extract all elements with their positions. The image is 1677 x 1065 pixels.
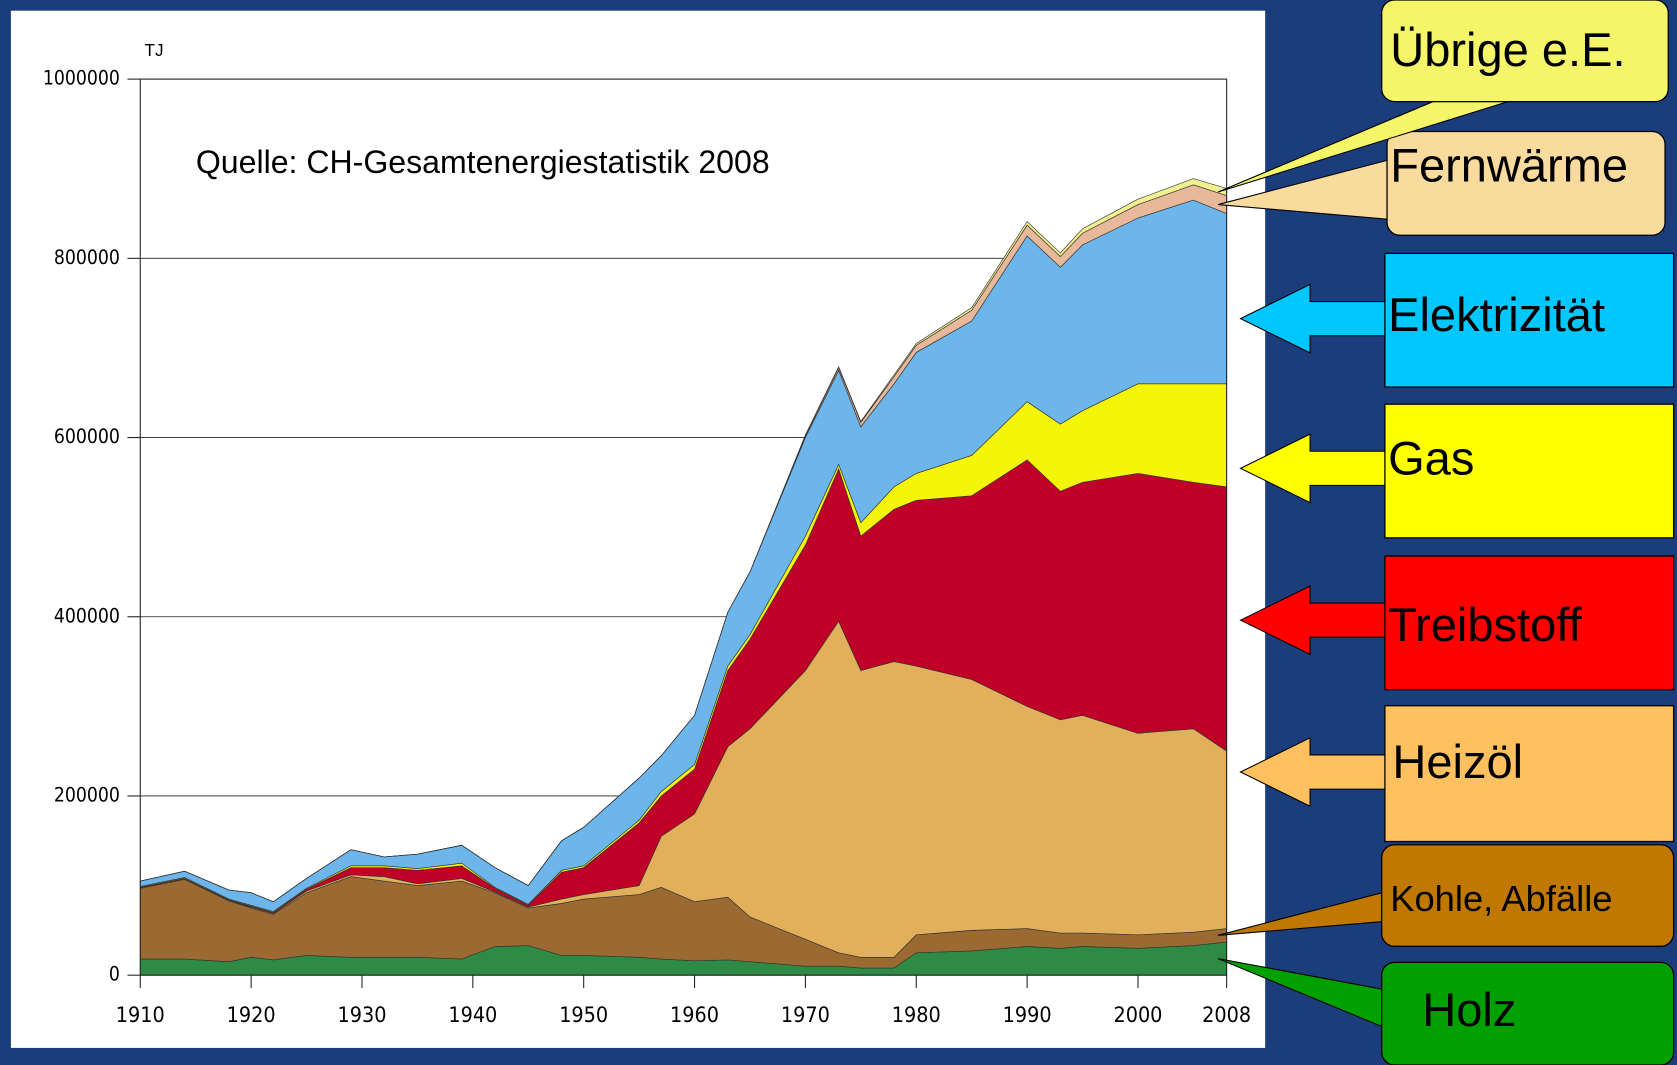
y-axis-label: TJ: [145, 41, 164, 60]
legend-label: Gas: [1388, 431, 1474, 484]
legend-box: [1384, 403, 1675, 539]
y-tick-label: 200000: [54, 783, 120, 806]
legend-label: Holz: [1422, 983, 1516, 1036]
x-tick-label: 1990: [1003, 1003, 1052, 1028]
legend-box: [1381, 961, 1675, 1065]
x-tick-label: 2008: [1202, 1003, 1251, 1028]
x-tick-label: 1910: [116, 1003, 165, 1028]
legend-box: [1384, 252, 1675, 388]
annotation: Quelle: CH-Gesamtenergiestatistik 2008: [196, 144, 770, 180]
legend-box: [1381, 0, 1669, 103]
x-tick-label: 1940: [448, 1003, 497, 1028]
plot-frame: [139, 78, 1228, 976]
legend-label: Übrige e.E.: [1390, 23, 1625, 76]
legend-label: Elektrizität: [1388, 288, 1605, 341]
x-tick-label: 1960: [670, 1003, 719, 1028]
x-tick-label: 1980: [892, 1003, 941, 1028]
y-tick-label: 600000: [54, 425, 120, 448]
y-tick-label: 1000000: [43, 67, 120, 90]
legend-label: Kohle, Abfälle: [1390, 878, 1612, 919]
legend-label: Heizöl: [1392, 735, 1523, 788]
legend-box: [1386, 130, 1666, 236]
x-tick-label: 1920: [227, 1003, 276, 1028]
legend-label: Treibstoff: [1388, 598, 1582, 651]
plot-area: 0 200000 400000 600000 800000 1000000 1910 1920…: [43, 67, 1251, 1028]
y-tick-label: 400000: [54, 604, 120, 627]
x-tick-label: 1930: [338, 1003, 387, 1028]
legend-label: Fernwärme: [1390, 138, 1628, 191]
legend-box: [1384, 555, 1675, 691]
legend: Holz Kohle, Abfälle Heizöl Treibstoff Gas Ele…: [1217, 0, 1675, 1065]
y-tick-label: 0: [109, 963, 120, 986]
legend-box: [1384, 705, 1675, 843]
x-tick-label: 2000: [1113, 1003, 1162, 1028]
x-tick-label: 1970: [781, 1003, 830, 1028]
legend-box: [1381, 844, 1675, 947]
y-tick-label: 800000: [54, 246, 120, 269]
x-tick-label: 1950: [559, 1003, 608, 1028]
